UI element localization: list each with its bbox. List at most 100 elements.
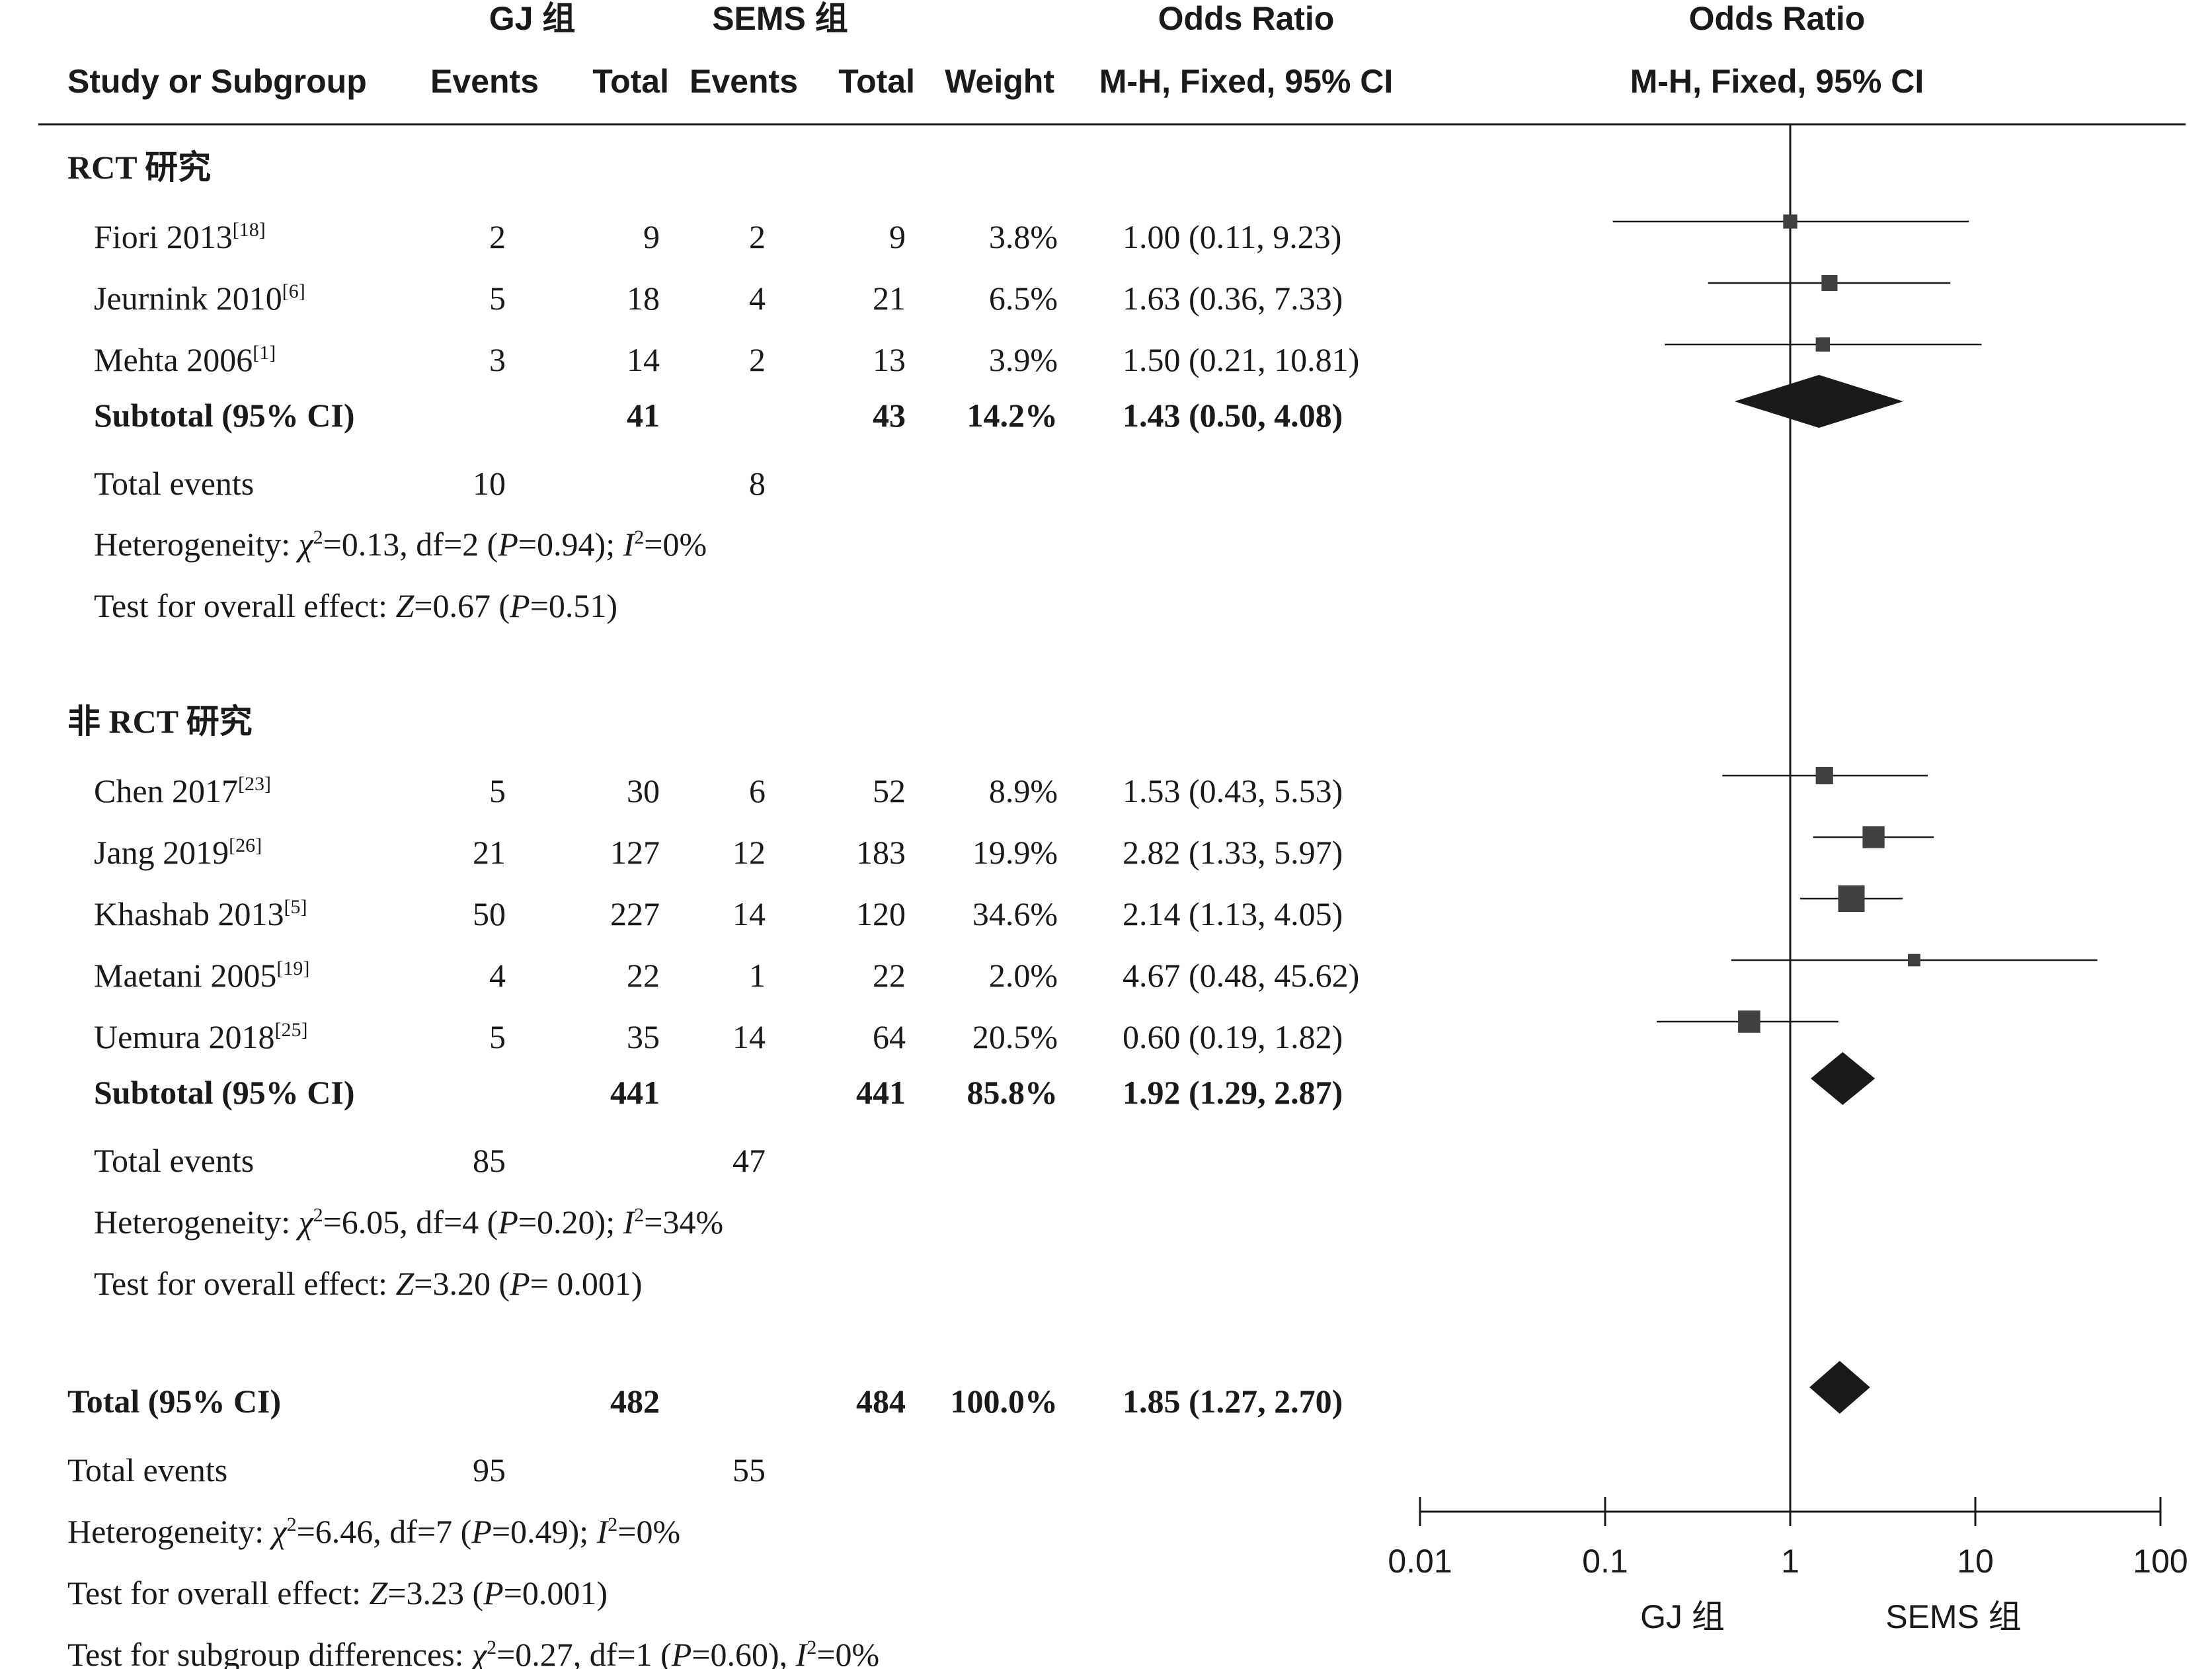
header-method-col: M-H, Fixed, 95% CI [1099,63,1394,100]
favours-right-label: SEMS 组 [1885,1598,2022,1635]
weight-cell: 8.9% [989,772,1058,809]
header-events1: Events [430,63,539,100]
x-tick-label: 10 [1957,1543,1994,1580]
subtotal-total2: 43 [873,397,906,434]
table-row: Chen 2017[23] 5 30 6 52 8.9% 1.53 (0.43,… [94,772,1343,809]
table-row: Khashab 2013[5] 50 227 14 120 34.6% 2.14… [94,895,1343,932]
events2-cell: 14 [732,1018,766,1055]
total2-cell: 21 [873,280,906,317]
events2-cell: 2 [749,341,766,378]
total1-cell: 227 [610,895,660,932]
total-ci: 1.85 (1.27, 2.70) [1123,1383,1343,1420]
header-odds-ratio-col: Odds Ratio [1158,0,1335,37]
table-row: Maetani 2005[19] 4 22 1 22 2.0% 4.67 (0.… [94,957,1359,994]
total1-cell: 35 [627,1018,660,1055]
study-name: Fiori 2013[18] [94,218,266,255]
point-estimate-marker [1862,826,1885,848]
total2-cell: 9 [889,218,906,255]
total2-cell: 22 [873,957,906,994]
events1-cell: 50 [473,895,506,932]
study-name: Maetani 2005[19] [94,957,309,994]
grand-total-events-label: Total events [67,1451,227,1488]
total-events-row: Total events 10 8 [94,465,766,502]
point-estimate-marker [1908,954,1920,967]
header-odds-ratio-plot: Odds Ratio [1689,0,1866,37]
forest-plot-area: 0.01 0.1 1 10 100 [1388,124,2188,1580]
header-events2: Events [690,63,798,100]
x-tick-label: 0.01 [1388,1543,1452,1580]
total2-cell: 120 [856,895,906,932]
weight-cell: 3.8% [989,218,1058,255]
ci-cell: 4.67 (0.48, 45.62) [1123,957,1359,994]
total-weight: 100.0% [951,1383,1058,1420]
events2-cell: 2 [749,218,766,255]
heterogeneity-text: Heterogeneity: χ2=6.05, df=4 (P=0.20); I… [94,1203,723,1241]
events1-cell: 5 [489,1018,506,1055]
summary-diamond [1734,375,1903,428]
events1-cell: 3 [489,341,506,378]
events2-cell: 14 [732,895,766,932]
table-row: Uemura 2018[25] 5 35 14 64 20.5% 0.60 (0… [94,1018,1343,1055]
point-estimate-marker [1738,1010,1760,1033]
total2-cell: 183 [856,834,906,871]
events2-cell: 1 [749,957,766,994]
total1-cell: 14 [627,341,660,378]
ci-cell: 1.63 (0.36, 7.33) [1123,280,1343,317]
point-estimate-marker [1783,214,1797,229]
table-row: Mehta 2006[1] 3 14 2 13 3.9% 1.50 (0.21,… [94,341,1359,378]
x-tick-label: 1 [1781,1543,1799,1580]
subtotal-ci: 1.43 (0.50, 4.08) [1123,397,1343,434]
ci-cell: 0.60 (0.19, 1.82) [1123,1018,1343,1055]
total1-cell: 30 [627,772,660,809]
events1-cell: 5 [489,280,506,317]
total-total1: 482 [610,1383,660,1420]
weight-cell: 19.9% [972,834,1058,871]
subtotal-weight: 85.8% [967,1074,1058,1111]
grand-total-events-row: Total events 95 55 [67,1451,766,1488]
total-events-e1: 10 [473,465,506,502]
point-estimate-marker [1821,274,1838,292]
header-group2: SEMS 组 [712,0,848,37]
total2-cell: 52 [873,772,906,809]
events1-cell: 2 [489,218,506,255]
total-events-e1: 85 [473,1142,506,1179]
grand-total-events-e2: 55 [732,1451,766,1488]
total-overall-effect-text: Test for overall effect: Z=3.23 (P=0.001… [67,1574,608,1611]
total2-cell: 13 [873,341,906,378]
ci-cell: 2.82 (1.33, 5.97) [1123,834,1343,871]
table-row: Jeurnink 2010[6] 5 18 4 21 6.5% 1.63 (0.… [94,280,1343,317]
x-tick-label: 0.1 [1582,1543,1628,1580]
subtotal-total1: 441 [610,1074,660,1111]
subtotal-weight: 14.2% [967,397,1058,434]
events2-cell: 6 [749,772,766,809]
total-events-row: Total events 85 47 [94,1142,766,1179]
subtotal-total2: 441 [856,1074,906,1111]
subtotal-label: Subtotal (95% CI) [94,1074,354,1111]
study-name: Jeurnink 2010[6] [94,280,305,317]
subtotal-total1: 41 [627,397,660,434]
total1-cell: 22 [627,957,660,994]
weight-cell: 34.6% [972,895,1058,932]
subtotal-row: Subtotal (95% CI) 441 441 85.8% 1.92 (1.… [94,1074,1343,1111]
weight-cell: 20.5% [972,1018,1058,1055]
total1-cell: 18 [627,280,660,317]
study-name: Jang 2019[26] [94,834,262,871]
header-total2: Total [838,63,915,100]
total1-cell: 127 [610,834,660,871]
x-tick-label: 100 [2133,1543,2188,1580]
point-estimate-marker [1815,766,1833,785]
subtotal-ci: 1.92 (1.29, 2.87) [1123,1074,1343,1111]
header-study: Study or Subgroup [67,63,367,100]
table-row: Fiori 2013[18] 2 9 2 9 3.8% 1.00 (0.11, … [94,218,1341,255]
subgroup-differences-text: Test for subgroup differences: χ2=0.27, … [67,1636,879,1669]
total-heterogeneity-text: Heterogeneity: χ2=6.46, df=7 (P=0.49); I… [67,1513,680,1550]
table-row: Jang 2019[26] 21 127 12 183 19.9% 2.82 (… [94,834,1343,871]
study-name: Chen 2017[23] [94,772,271,809]
total1-cell: 9 [643,218,660,255]
header-method-plot: M-H, Fixed, 95% CI [1630,63,1924,100]
study-name: Mehta 2006[1] [94,341,276,378]
point-estimate-marker [1815,337,1831,352]
total-events-label: Total events [94,465,254,502]
total-events-e2: 8 [749,465,766,502]
overall-effect-text: Test for overall effect: Z=0.67 (P=0.51) [94,587,617,624]
